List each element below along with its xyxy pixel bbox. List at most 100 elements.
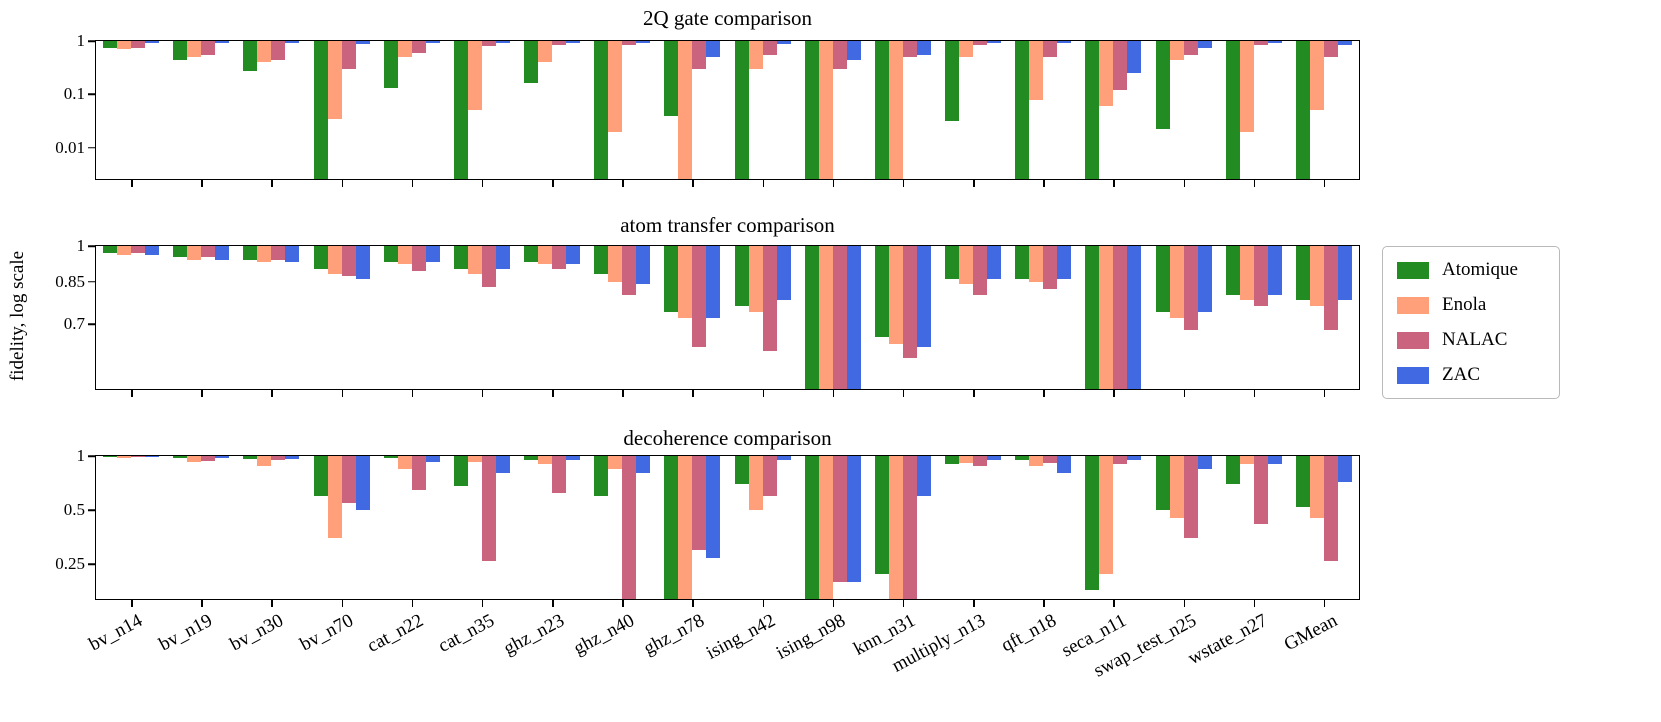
bar-atomique-ising_n98: [804, 41, 819, 179]
x-tick-mark: [902, 180, 905, 187]
bar-enola-cat_n22: [397, 41, 412, 58]
bar-atomique-ghz_n23: [524, 41, 539, 84]
bar-nalac-qft_n18: [1043, 246, 1058, 290]
bar-atomique-ghz_n23: [524, 456, 539, 460]
bar-nalac-seca_n11: [1113, 456, 1128, 465]
x-tick-mark: [271, 180, 273, 187]
bar-atomique-bv_n14: [103, 456, 118, 457]
bar-atomique-knn_n31: [874, 41, 889, 179]
bar-zac-seca_n11: [1127, 456, 1142, 460]
bar-zac-GMean: [1337, 246, 1352, 301]
bar-atomique-cat_n35: [453, 456, 468, 487]
bar-atomique-ising_n42: [734, 41, 749, 179]
bar-nalac-GMean: [1323, 246, 1338, 331]
bar-zac-knn_n31: [916, 456, 931, 496]
bar-atomique-GMean: [1295, 246, 1310, 301]
bar-enola-knn_n31: [888, 41, 903, 179]
bar-nalac-cat_n35: [481, 456, 496, 562]
bar-nalac-swap_test_n25: [1183, 41, 1198, 55]
y-tick-label: 0.7: [63, 314, 85, 333]
bar-nalac-cat_n35: [481, 246, 496, 287]
bar-enola-bv_n30: [257, 41, 272, 63]
bar-zac-bv_n14: [145, 246, 160, 255]
bar-zac-bv_n14: [145, 456, 160, 457]
bar-zac-bv_n19: [215, 456, 230, 459]
bar-zac-bv_n30: [285, 41, 300, 44]
bar-nalac-swap_test_n25: [1183, 456, 1198, 538]
bar-atomique-bv_n70: [313, 456, 328, 496]
plot-decoherence-comparison: 1 0.5 0.25: [55, 446, 1360, 607]
y-tick-mark: [88, 323, 95, 325]
bar-atomique-seca_n11: [1085, 41, 1100, 179]
legend-swatch-enola: [1397, 296, 1429, 314]
bar-nalac-bv_n19: [201, 246, 216, 258]
x-tick-mark: [131, 390, 133, 397]
x-tick-mark: [481, 390, 484, 397]
bar-zac-qft_n18: [1057, 456, 1072, 474]
x-tick-mark: [902, 390, 905, 397]
bar-nalac-wstate_n27: [1253, 246, 1268, 306]
bar-atomique-qft_n18: [1015, 246, 1030, 279]
bar-nalac-bv_n70: [341, 456, 356, 503]
bar-atomique-seca_n11: [1085, 456, 1100, 590]
bar-nalac-knn_n31: [902, 246, 917, 358]
bar-atomique-ghz_n78: [664, 246, 679, 312]
bar-zac-ising_n42: [776, 456, 791, 460]
bar-nalac-ising_n98: [832, 456, 847, 582]
bar-nalac-bv_n19: [201, 456, 216, 461]
bar-zac-multiply_n13: [987, 41, 1002, 43]
bar-zac-cat_n22: [425, 41, 440, 43]
bar-atomique-ghz_n40: [594, 456, 609, 496]
bar-atomique-bv_n30: [243, 246, 258, 260]
bar-enola-bv_n70: [327, 41, 342, 119]
bar-nalac-wstate_n27: [1253, 41, 1268, 45]
x-tick-mark: [131, 600, 133, 607]
x-tick-mark: [481, 180, 484, 187]
bar-nalac-knn_n31: [902, 456, 917, 599]
y-tick-label: 0.85: [55, 271, 85, 291]
y-tick-label: 1: [76, 236, 86, 255]
bar-enola-seca_n11: [1099, 456, 1114, 575]
bar-zac-swap_test_n25: [1197, 41, 1212, 48]
bar-zac-swap_test_n25: [1197, 246, 1212, 312]
bar-enola-ghz_n40: [608, 456, 623, 469]
bar-enola-bv_n19: [187, 246, 202, 260]
bar-atomique-bv_n19: [173, 456, 188, 459]
bar-nalac-seca_n11: [1113, 41, 1128, 91]
bar-atomique-cat_n22: [383, 41, 398, 89]
bar-enola-swap_test_n25: [1169, 246, 1184, 318]
bar-nalac-ising_n42: [762, 246, 777, 351]
bar-enola-cat_n22: [397, 246, 412, 265]
bar-enola-qft_n18: [1029, 456, 1044, 466]
bar-nalac-bv_n70: [341, 41, 356, 69]
bar-atomique-ghz_n40: [594, 246, 609, 274]
bar-enola-ghz_n23: [538, 456, 553, 465]
bar-nalac-ghz_n78: [692, 456, 707, 550]
bar-zac-bv_n30: [285, 246, 300, 262]
bar-zac-swap_test_n25: [1197, 456, 1212, 469]
bar-atomique-qft_n18: [1015, 41, 1030, 179]
bar-enola-bv_n19: [187, 456, 202, 462]
bar-enola-cat_n35: [467, 246, 482, 274]
bar-nalac-ghz_n40: [622, 246, 637, 295]
bar-atomique-bv_n19: [173, 246, 188, 258]
bar-nalac-ghz_n78: [692, 246, 707, 348]
bar-enola-swap_test_n25: [1169, 41, 1184, 60]
x-tick-mark: [622, 600, 624, 607]
bar-zac-qft_n18: [1057, 246, 1072, 279]
legend-item-atomique: Atomique: [1397, 259, 1545, 281]
y-tick-mark: [88, 509, 95, 511]
x-tick-mark: [201, 600, 203, 607]
bar-zac-bv_n19: [215, 246, 230, 260]
bar-enola-ghz_n78: [678, 246, 693, 318]
bar-zac-bv_n70: [355, 246, 370, 279]
plot-atom-transfer-comparison: 1 0.85 0.7: [55, 236, 1360, 397]
bar-atomique-ghz_n78: [664, 456, 679, 599]
bar-enola-qft_n18: [1029, 41, 1044, 100]
bar-enola-seca_n11: [1099, 246, 1114, 389]
x-tick-mark: [622, 390, 624, 397]
bar-atomique-bv_n30: [243, 456, 258, 460]
bar-zac-ghz_n23: [566, 456, 581, 460]
x-tick-mark: [832, 390, 835, 397]
bar-enola-ghz_n23: [538, 41, 553, 63]
